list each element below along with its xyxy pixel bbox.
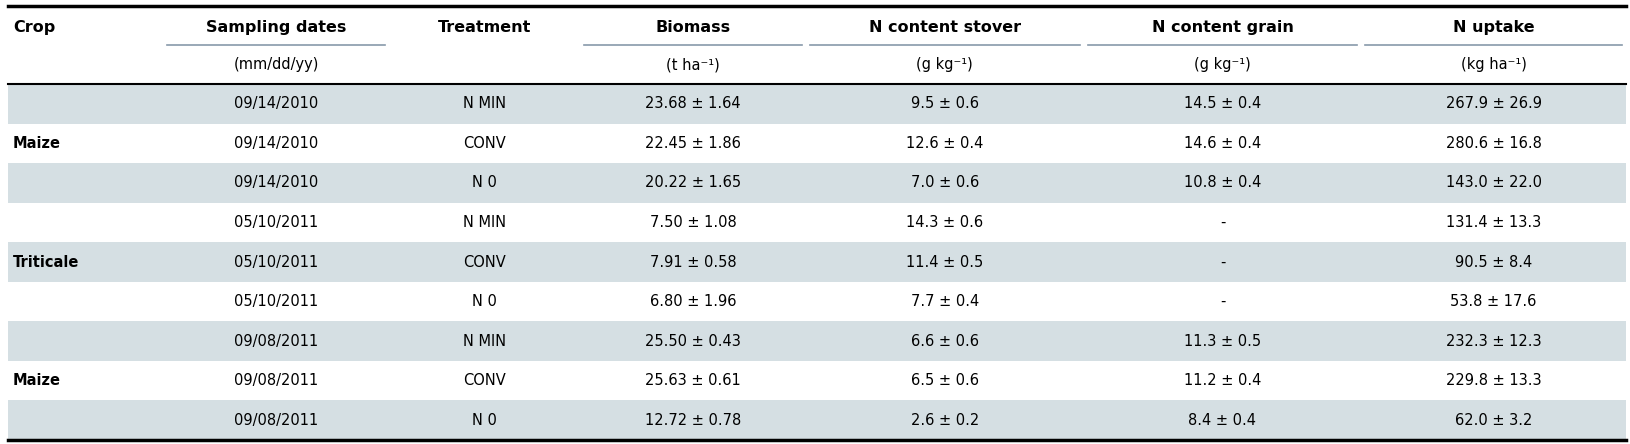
Bar bbox=[8, 163, 1627, 202]
Text: (mm/dd/yy): (mm/dd/yy) bbox=[233, 57, 318, 72]
Bar bbox=[8, 321, 1627, 361]
Text: 25.63 ± 0.61: 25.63 ± 0.61 bbox=[645, 373, 742, 388]
Text: 62.0 ± 3.2: 62.0 ± 3.2 bbox=[1456, 413, 1532, 428]
Text: 12.72 ± 0.78: 12.72 ± 0.78 bbox=[645, 413, 742, 428]
Text: CONV: CONV bbox=[463, 136, 505, 151]
Text: 229.8 ± 13.3: 229.8 ± 13.3 bbox=[1446, 373, 1542, 388]
Text: N 0: N 0 bbox=[473, 413, 497, 428]
Text: 14.5 ± 0.4: 14.5 ± 0.4 bbox=[1183, 96, 1262, 111]
Text: 09/08/2011: 09/08/2011 bbox=[233, 413, 318, 428]
Text: -: - bbox=[1219, 254, 1226, 270]
Text: 2.6 ± 0.2: 2.6 ± 0.2 bbox=[911, 413, 980, 428]
Text: 09/08/2011: 09/08/2011 bbox=[233, 333, 318, 349]
Bar bbox=[8, 400, 1627, 440]
Text: N 0: N 0 bbox=[473, 175, 497, 190]
Text: N MIN: N MIN bbox=[463, 333, 505, 349]
Text: Maize: Maize bbox=[13, 373, 60, 388]
Text: 53.8 ± 17.6: 53.8 ± 17.6 bbox=[1451, 294, 1537, 309]
Text: Triticale: Triticale bbox=[13, 254, 80, 270]
Text: CONV: CONV bbox=[463, 254, 505, 270]
Text: 232.3 ± 12.3: 232.3 ± 12.3 bbox=[1446, 333, 1542, 349]
Text: CONV: CONV bbox=[463, 373, 505, 388]
Text: -: - bbox=[1219, 294, 1226, 309]
Bar bbox=[8, 84, 1627, 123]
Text: 7.91 ± 0.58: 7.91 ± 0.58 bbox=[650, 254, 737, 270]
Text: 9.5 ± 0.6: 9.5 ± 0.6 bbox=[911, 96, 980, 111]
Text: Sampling dates: Sampling dates bbox=[205, 20, 346, 36]
Text: 25.50 ± 0.43: 25.50 ± 0.43 bbox=[645, 333, 742, 349]
Text: 90.5 ± 8.4: 90.5 ± 8.4 bbox=[1456, 254, 1532, 270]
Text: 22.45 ± 1.86: 22.45 ± 1.86 bbox=[645, 136, 742, 151]
Text: 11.2 ± 0.4: 11.2 ± 0.4 bbox=[1183, 373, 1262, 388]
Text: Crop: Crop bbox=[13, 20, 55, 36]
Text: Biomass: Biomass bbox=[655, 20, 730, 36]
Text: 11.4 ± 0.5: 11.4 ± 0.5 bbox=[906, 254, 983, 270]
Text: 14.6 ± 0.4: 14.6 ± 0.4 bbox=[1183, 136, 1262, 151]
Text: 20.22 ± 1.65: 20.22 ± 1.65 bbox=[645, 175, 742, 190]
Text: N 0: N 0 bbox=[473, 294, 497, 309]
Text: 11.3 ± 0.5: 11.3 ± 0.5 bbox=[1183, 333, 1262, 349]
Text: 267.9 ± 26.9: 267.9 ± 26.9 bbox=[1446, 96, 1542, 111]
Text: 6.6 ± 0.6: 6.6 ± 0.6 bbox=[911, 333, 980, 349]
Text: 7.50 ± 1.08: 7.50 ± 1.08 bbox=[650, 215, 737, 230]
Text: 09/14/2010: 09/14/2010 bbox=[233, 96, 318, 111]
Text: 23.68 ± 1.64: 23.68 ± 1.64 bbox=[645, 96, 742, 111]
Text: 6.5 ± 0.6: 6.5 ± 0.6 bbox=[911, 373, 980, 388]
Text: 143.0 ± 22.0: 143.0 ± 22.0 bbox=[1446, 175, 1542, 190]
Text: 6.80 ± 1.96: 6.80 ± 1.96 bbox=[650, 294, 737, 309]
Text: 05/10/2011: 05/10/2011 bbox=[233, 294, 318, 309]
Text: -: - bbox=[1219, 215, 1226, 230]
Text: 05/10/2011: 05/10/2011 bbox=[233, 215, 318, 230]
Text: 14.3 ± 0.6: 14.3 ± 0.6 bbox=[906, 215, 983, 230]
Bar bbox=[8, 123, 1627, 163]
Text: 131.4 ± 13.3: 131.4 ± 13.3 bbox=[1446, 215, 1542, 230]
Text: N MIN: N MIN bbox=[463, 96, 505, 111]
Text: (g kg⁻¹): (g kg⁻¹) bbox=[1195, 57, 1250, 72]
Text: 09/08/2011: 09/08/2011 bbox=[233, 373, 318, 388]
Text: 8.4 ± 0.4: 8.4 ± 0.4 bbox=[1188, 413, 1257, 428]
Text: N content grain: N content grain bbox=[1151, 20, 1294, 36]
Text: Maize: Maize bbox=[13, 136, 60, 151]
Bar bbox=[8, 361, 1627, 400]
Text: 12.6 ± 0.4: 12.6 ± 0.4 bbox=[906, 136, 983, 151]
Text: N content stover: N content stover bbox=[869, 20, 1020, 36]
Text: N uptake: N uptake bbox=[1452, 20, 1534, 36]
Text: 09/14/2010: 09/14/2010 bbox=[233, 136, 318, 151]
Text: 05/10/2011: 05/10/2011 bbox=[233, 254, 318, 270]
Text: (g kg⁻¹): (g kg⁻¹) bbox=[916, 57, 973, 72]
Text: (kg ha⁻¹): (kg ha⁻¹) bbox=[1460, 57, 1527, 72]
Text: (t ha⁻¹): (t ha⁻¹) bbox=[667, 57, 720, 72]
Text: N MIN: N MIN bbox=[463, 215, 505, 230]
Bar bbox=[8, 242, 1627, 282]
Text: Treatment: Treatment bbox=[438, 20, 531, 36]
Bar bbox=[8, 282, 1627, 321]
Text: 280.6 ± 16.8: 280.6 ± 16.8 bbox=[1446, 136, 1542, 151]
Text: 09/14/2010: 09/14/2010 bbox=[233, 175, 318, 190]
Bar bbox=[8, 202, 1627, 242]
Text: 10.8 ± 0.4: 10.8 ± 0.4 bbox=[1183, 175, 1262, 190]
Text: 7.0 ± 0.6: 7.0 ± 0.6 bbox=[911, 175, 980, 190]
Text: 7.7 ± 0.4: 7.7 ± 0.4 bbox=[911, 294, 980, 309]
Bar bbox=[8, 6, 1627, 84]
